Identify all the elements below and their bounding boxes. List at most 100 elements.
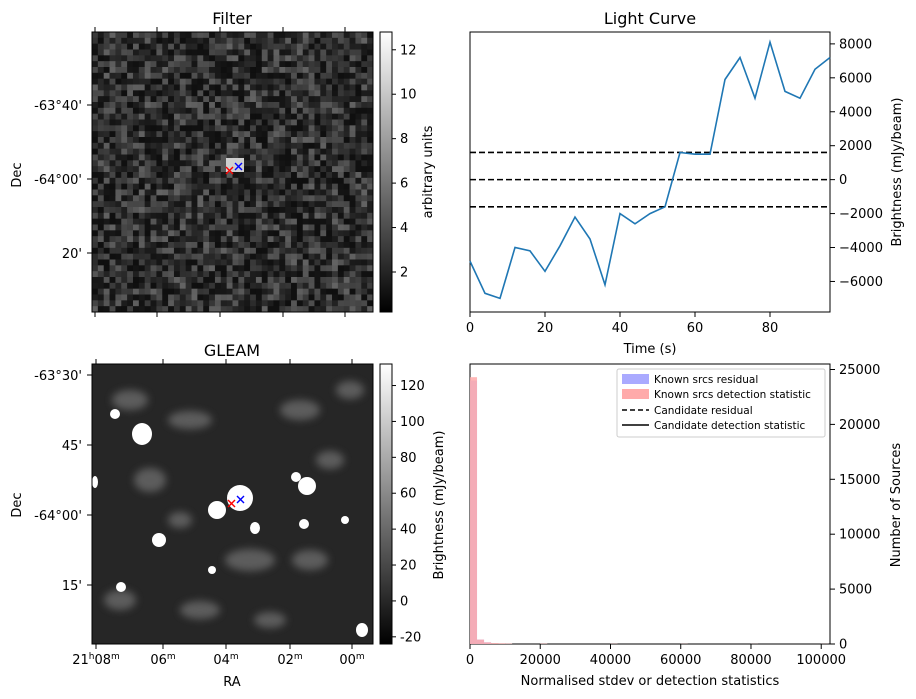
histogram-panel: 0 20000 40000 60000 80000 1000000500010000150… bbox=[466, 363, 904, 689]
gleam-xtick-label: 06m bbox=[150, 652, 175, 668]
colorbar-tick-label: 80 bbox=[400, 451, 417, 466]
colorbar-tick-label: 40 bbox=[400, 523, 417, 538]
histogram-legend: Known srcs residual Known srcs detection… bbox=[616, 368, 826, 438]
colorbar-tick-label: 20 bbox=[400, 559, 417, 574]
y-tick-label: 2000 bbox=[839, 139, 872, 154]
y-tick-label: 8000 bbox=[839, 37, 872, 52]
filter-ytick-label: 20' bbox=[62, 247, 82, 262]
x-tick-label: 20 bbox=[537, 321, 554, 336]
gleam-candidate-marker bbox=[227, 499, 236, 508]
filter-panel: Filter -63°40' -64°00' 20' Dec 24681012 … bbox=[10, 9, 436, 317]
gleam-source bbox=[132, 423, 152, 445]
histogram-y-axis-label: Number of Sources bbox=[889, 443, 904, 568]
gleam-colorbar-label: Brightness (mJy/beam) bbox=[432, 431, 447, 580]
legend-box bbox=[616, 368, 826, 438]
legend-label: Candidate detection statistic bbox=[654, 420, 806, 432]
colorbar-tick-label: 120 bbox=[400, 379, 425, 394]
gleam-source bbox=[116, 582, 126, 592]
colorbar-tick-label: 0 bbox=[400, 594, 408, 609]
gleam-x-axis-label: RA bbox=[223, 675, 241, 690]
y-tick-label: 5000 bbox=[839, 583, 872, 598]
y-tick-label: 10000 bbox=[839, 528, 880, 543]
filter-frame bbox=[91, 31, 374, 313]
light-curve-panel: Light Curve 0 20 40 60 80 −6000 −4000 −2000 0 200… bbox=[466, 9, 905, 357]
colorbar-tick-label: 8 bbox=[400, 132, 408, 147]
y-tick-label: −2000 bbox=[839, 207, 883, 222]
gleam-source bbox=[356, 623, 368, 637]
filter-y-axis-label: Dec bbox=[10, 162, 25, 187]
filter-colorbar-ticks: 2 4 6 8 10 12 bbox=[392, 43, 417, 281]
legend-label: Candidate residual bbox=[654, 405, 753, 417]
histogram-x-axis-label: Normalised stdev or detection statistics bbox=[521, 674, 780, 689]
x-tick-label: 0 bbox=[466, 321, 474, 336]
filter-ytick-label: -64°00' bbox=[34, 173, 82, 188]
colorbar-tick-label: 100 bbox=[400, 415, 425, 430]
gleam-ytick-label: 45' bbox=[62, 439, 82, 454]
y-tick-label: 20000 bbox=[839, 418, 880, 433]
y-tick-label: 0 bbox=[839, 638, 847, 653]
y-tick-label: 4000 bbox=[839, 105, 872, 120]
gleam-source bbox=[208, 566, 216, 574]
filter-known-source-marker bbox=[234, 162, 243, 171]
colorbar-tick-label: 4 bbox=[400, 221, 408, 236]
colorbar-tick-label: 6 bbox=[400, 177, 408, 192]
gleam-panel: GLEAM bbox=[10, 341, 447, 690]
filter-image-pixels bbox=[92, 32, 373, 312]
gleam-source bbox=[208, 501, 226, 519]
light-curve-title: Light Curve bbox=[604, 9, 696, 28]
filter-ytick-label: -63°40' bbox=[34, 99, 82, 114]
y-tick-label: 15000 bbox=[839, 473, 880, 488]
x-tick-label: 20000 bbox=[520, 653, 561, 668]
x-tick-label: 0 bbox=[466, 653, 474, 668]
gleam-colorbar bbox=[379, 363, 393, 645]
gleam-title: GLEAM bbox=[204, 341, 260, 360]
filter-y-tick-marks bbox=[87, 104, 92, 254]
gleam-xtick-label: 02m bbox=[277, 652, 302, 668]
histogram-bar bbox=[491, 643, 499, 644]
legend-label: Known srcs residual bbox=[654, 374, 758, 386]
x-tick-label: 40 bbox=[612, 321, 629, 336]
gleam-xtick-label: 21h08m bbox=[72, 652, 120, 668]
gleam-source bbox=[341, 516, 349, 524]
gleam-image-sources bbox=[92, 381, 368, 637]
gleam-source bbox=[299, 519, 309, 529]
filter-x-tick-marks bbox=[94, 27, 346, 317]
gleam-source bbox=[152, 533, 166, 547]
histogram-bar bbox=[477, 639, 485, 644]
colorbar-tick-label: -20 bbox=[400, 630, 421, 645]
gleam-ytick-label: 15' bbox=[62, 579, 82, 594]
gleam-source bbox=[92, 476, 98, 488]
gleam-source bbox=[291, 472, 301, 482]
colorbar-tick-label: 2 bbox=[400, 266, 408, 281]
light-curve-x-axis-label: Time (s) bbox=[623, 342, 677, 357]
gleam-ytick-label: -64°00' bbox=[34, 509, 82, 524]
filter-colorbar bbox=[379, 31, 393, 313]
colorbar-tick-label: 10 bbox=[400, 88, 417, 103]
gleam-xtick-label: 04m bbox=[213, 652, 238, 668]
gleam-source bbox=[298, 477, 316, 495]
gleam-x-tick-marks bbox=[95, 359, 353, 649]
light-curve-series-line bbox=[469, 39, 831, 300]
x-tick-label: 60000 bbox=[660, 653, 701, 668]
gleam-y-axis-label: Dec bbox=[10, 492, 25, 517]
x-tick-label: 40000 bbox=[590, 653, 631, 668]
gleam-colorbar-ticks: -20 0 20 40 60 80 100 120 bbox=[392, 379, 425, 645]
x-tick-label: 80000 bbox=[730, 653, 771, 668]
filter-candidate-marker bbox=[225, 166, 234, 175]
legend-swatch-known-detection bbox=[622, 389, 649, 399]
colorbar-tick-label: 60 bbox=[400, 487, 417, 502]
y-tick-label: −4000 bbox=[839, 241, 883, 256]
filter-bright-source bbox=[226, 158, 244, 172]
y-tick-label: 0 bbox=[839, 173, 847, 188]
gleam-xtick-label: 00m bbox=[339, 652, 364, 668]
y-tick-label: 6000 bbox=[839, 71, 872, 86]
x-tick-label: 60 bbox=[687, 321, 704, 336]
x-tick-label: 80 bbox=[762, 321, 779, 336]
gleam-y-tick-marks bbox=[87, 374, 92, 586]
gleam-source bbox=[110, 409, 120, 419]
histogram-marks: 0 20000 40000 60000 80000 1000000500010000150… bbox=[466, 363, 881, 668]
light-curve-frame bbox=[469, 31, 831, 313]
light-curve-marks: 0 20 40 60 80 −6000 −4000 −2000 0 2000 4000 6000 800… bbox=[466, 37, 883, 336]
gleam-frame bbox=[91, 363, 374, 645]
